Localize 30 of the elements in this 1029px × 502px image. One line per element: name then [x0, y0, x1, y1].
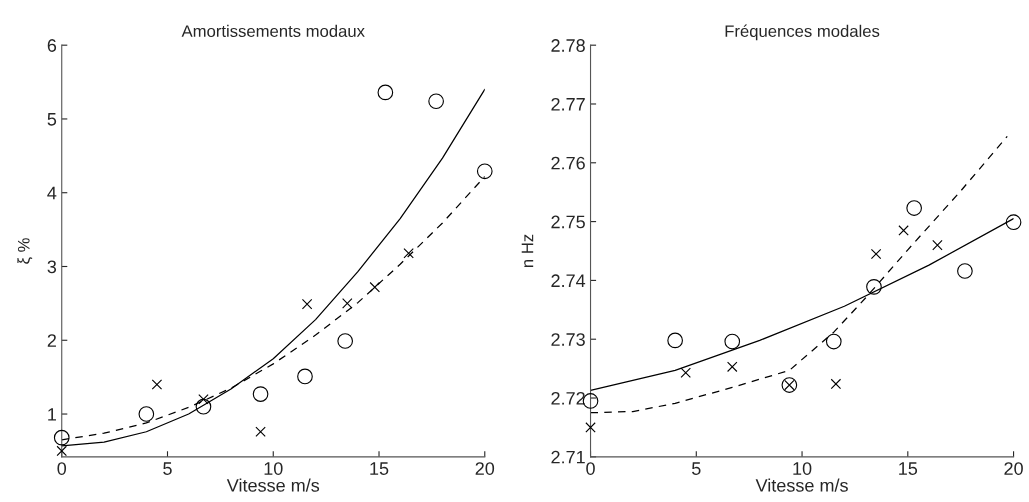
- x-tick-label: 0: [586, 462, 595, 475]
- x-tick-label: 10: [264, 462, 283, 475]
- chart-title: Fréquences modales: [725, 24, 880, 41]
- x-tick-label: 5: [163, 462, 172, 475]
- y-tick-label: 4: [47, 186, 57, 200]
- y-tick-label: 2: [47, 334, 56, 347]
- x-tick-label: 10: [793, 462, 812, 475]
- x-axis-title: Vitesse m/s: [755, 478, 848, 492]
- x-tick-label: 5: [691, 462, 701, 475]
- y-tick-label: 3: [47, 260, 57, 274]
- x-tick-label: 15: [370, 462, 389, 475]
- x-tick-label: 0: [57, 462, 67, 475]
- y-tick-label: 1: [48, 408, 56, 421]
- y-tick-label: 6: [47, 39, 57, 52]
- y-axis-title: ξ %: [17, 238, 33, 264]
- y-tick-label: 5: [47, 113, 57, 126]
- x-tick-label: 20: [1004, 462, 1023, 475]
- y-tick-label: 2.71: [551, 450, 585, 464]
- y-tick-label: 2.78: [551, 39, 585, 52]
- y-tick-label: 2.74: [551, 274, 586, 287]
- chart-title: Amortissements modaux: [181, 24, 365, 38]
- y-tick-label: 2.76: [551, 156, 585, 170]
- x-tick-label: 20: [475, 462, 495, 475]
- x-tick-label: 15: [899, 462, 918, 475]
- y-tick-label: 2.75: [551, 215, 585, 229]
- y-tick-label: 2.73: [551, 333, 585, 346]
- y-axis-title: n Hz: [521, 234, 534, 268]
- y-tick-label: 2.77: [551, 97, 585, 111]
- y-tick-label: 2.72: [551, 391, 585, 405]
- x-axis-title: Vitesse m/s: [226, 478, 320, 492]
